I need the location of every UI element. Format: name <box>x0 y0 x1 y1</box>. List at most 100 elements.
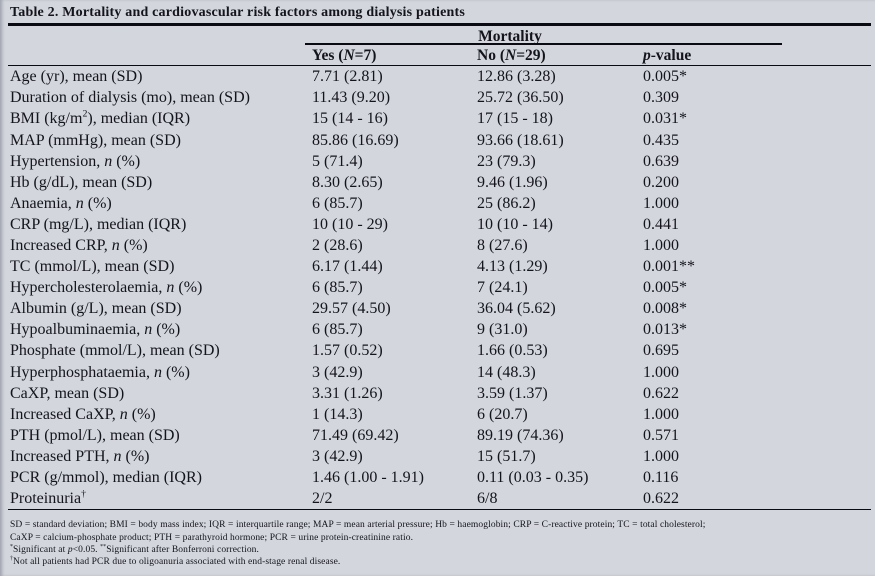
p-value: 1.000 <box>643 363 679 381</box>
yes-value: 29.57 (4.50) <box>312 300 391 318</box>
table-row: Anaemia, n (%) 6 (85.7) 25 (86.2) 1.000 <box>0 193 875 214</box>
row-label: CRP (mg/L), median (IQR) <box>10 215 187 233</box>
footnote-abbreviations-line2: CaXP = calcium-phosphate product; PTH = … <box>10 532 414 543</box>
column-header-no: No (N=29) <box>477 46 546 64</box>
yes-value: 7.71 (2.81) <box>312 68 383 86</box>
p-value: 0.200 <box>643 173 679 191</box>
table-row: Age (yr), mean (SD) 7.71 (2.81) 12.86 (3.2… <box>0 66 875 87</box>
p-value: 1.000 <box>643 447 679 465</box>
yes-value: 3 (42.9) <box>312 447 363 465</box>
table-row: PTH (pmol/L), mean (SD) 71.49 (69.42) 89.1… <box>0 425 875 446</box>
mortality-underline <box>305 43 782 45</box>
yes-value: 5 (71.4) <box>312 152 363 170</box>
table-row: Increased PTH, n (%) 3 (42.9) 15 (51.7) 1.0… <box>0 446 875 467</box>
row-label: Age (yr), mean (SD) <box>10 68 143 86</box>
table-row: Hypertension, n (%) 5 (71.4) 23 (79.3) 0.63… <box>0 151 875 172</box>
yes-value: 2/2 <box>312 490 333 508</box>
p-value: 0.639 <box>643 152 679 170</box>
row-label: Hypercholesterolaemia, n (%) <box>10 279 203 297</box>
column-header-yes: Yes (N=7) <box>312 46 377 64</box>
table-row: Proteinuria† 2/2 6/8 0.622 <box>0 488 875 509</box>
yes-value: 11.43 (9.20) <box>312 89 391 107</box>
table-bottom-rule <box>8 509 871 511</box>
p-value: 0.005* <box>643 279 687 297</box>
no-value: 3.59 (1.37) <box>477 384 548 402</box>
no-value: 23 (79.3) <box>477 152 536 170</box>
yes-value: 6 (85.7) <box>312 194 363 212</box>
row-label: Phosphate (mmol/L), mean (SD) <box>10 342 220 360</box>
row-label: Increased CRP, n (%) <box>10 236 148 254</box>
yes-value: 1 (14.3) <box>312 405 363 423</box>
footnote-significance: *Significant at p<0.05. **Significant af… <box>10 543 259 556</box>
p-value: 0.008* <box>643 300 687 318</box>
yes-value: 3.31 (1.26) <box>312 384 383 402</box>
row-label: CaXP, mean (SD) <box>10 384 125 402</box>
yes-value: 85.86 (16.69) <box>312 131 399 149</box>
no-value: 10 (10 - 14) <box>477 215 553 233</box>
table-row: Phosphate (mmol/L), mean (SD) 1.57 (0.52)… <box>0 340 875 361</box>
p-value: 0.005* <box>643 68 687 86</box>
no-value: 1.66 (0.53) <box>477 342 548 360</box>
yes-value: 3 (42.9) <box>312 363 363 381</box>
table-body: Age (yr), mean (SD) 7.71 (2.81) 12.86 (3.2… <box>0 66 875 509</box>
yes-value: 2 (28.6) <box>312 236 363 254</box>
column-header-row: Yes (N=7) No (N=29) p-value <box>0 45 875 65</box>
yes-value: 15 (14 - 16) <box>312 110 388 128</box>
table-row: Hypercholesterolaemia, n (%) 6 (85.7) 7 (2… <box>0 277 875 298</box>
p-value: 1.000 <box>643 236 679 254</box>
row-label: BMI (kg/m2), median (IQR) <box>10 109 191 128</box>
row-label: Duration of dialysis (mo), mean (SD) <box>10 89 250 107</box>
table-row: CaXP, mean (SD) 3.31 (1.26) 3.59 (1.37) 0.6… <box>0 383 875 404</box>
table-row: Albumin (g/L), mean (SD) 29.57 (4.50) 36.0… <box>0 298 875 319</box>
row-label: Increased PTH, n (%) <box>10 447 150 465</box>
yes-value: 71.49 (69.42) <box>312 426 399 444</box>
no-value: 0.11 (0.03 - 0.35) <box>477 469 589 487</box>
no-value: 14 (48.3) <box>477 363 536 381</box>
no-value: 7 (24.1) <box>477 279 528 297</box>
no-value: 93.66 (18.61) <box>477 131 564 149</box>
no-value: 9.46 (1.96) <box>477 173 548 191</box>
no-value: 25 (86.2) <box>477 194 536 212</box>
group-header-row: Mortality <box>0 26 875 45</box>
no-value: 89.19 (74.36) <box>477 426 564 444</box>
table-row: CRP (mg/L), median (IQR) 10 (10 - 29) 10 (… <box>0 214 875 235</box>
row-label: PTH (pmol/L), mean (SD) <box>10 426 180 444</box>
table-row: Increased CaXP, n (%) 1 (14.3) 6 (20.7) 1.0… <box>0 404 875 425</box>
table-row: TC (mmol/L), mean (SD) 6.17 (1.44) 4.13 (1… <box>0 256 875 277</box>
no-value: 6 (20.7) <box>477 405 528 423</box>
yes-value: 6 (85.7) <box>312 321 363 339</box>
p-value: 0.695 <box>643 342 679 360</box>
table-row: BMI (kg/m2), median (IQR) 15 (14 - 16) 17 … <box>0 108 875 129</box>
title-rule <box>8 23 871 26</box>
row-label: PCR (g/mmol), median (IQR) <box>10 469 202 487</box>
row-label: Hyperphosphataemia, n (%) <box>10 363 190 381</box>
table-title: Table 2. Mortality and cardiovascular ri… <box>10 5 466 20</box>
footnote-abbreviations-line1: SD = standard deviation; BMI = body mass… <box>10 520 706 531</box>
table-row: Increased CRP, n (%) 2 (28.6) 8 (27.6) 1.00… <box>0 235 875 256</box>
p-value: 1.000 <box>643 194 679 212</box>
p-value: 0.441 <box>643 215 679 233</box>
header-rule <box>8 64 871 67</box>
p-value: 1.000 <box>643 405 679 423</box>
p-value: 0.309 <box>643 89 679 107</box>
row-label: TC (mmol/L), mean (SD) <box>10 258 175 276</box>
p-value: 0.116 <box>643 469 679 487</box>
row-label: Hypoalbuminaemia, n (%) <box>10 321 181 339</box>
no-value: 8 (27.6) <box>477 236 528 254</box>
row-label: Albumin (g/L), mean (SD) <box>10 300 182 318</box>
table-row: MAP (mmHg), mean (SD) 85.86 (16.69) 93.66 … <box>0 129 875 150</box>
yes-value: 1.57 (0.52) <box>312 342 383 360</box>
row-label: Anaemia, n (%) <box>10 194 112 212</box>
table-row: Hyperphosphataemia, n (%) 3 (42.9) 14 (48.… <box>0 362 875 383</box>
table-row: Hb (g/dL), mean (SD) 8.30 (2.65) 9.46 (1.9… <box>0 172 875 193</box>
row-label: MAP (mmHg), mean (SD) <box>10 131 181 149</box>
column-header-pvalue: p-value <box>643 46 692 64</box>
no-value: 15 (51.7) <box>477 447 536 465</box>
row-label: Hb (g/dL), mean (SD) <box>10 173 153 191</box>
p-value: 0.001** <box>643 258 695 276</box>
no-value: 4.13 (1.29) <box>477 258 548 276</box>
no-value: 36.04 (5.62) <box>477 300 556 318</box>
no-value: 9 (31.0) <box>477 321 528 339</box>
p-value: 0.622 <box>643 384 679 402</box>
table-row: Hypoalbuminaemia, n (%) 6 (85.7) 9 (31.0) 0… <box>0 319 875 340</box>
